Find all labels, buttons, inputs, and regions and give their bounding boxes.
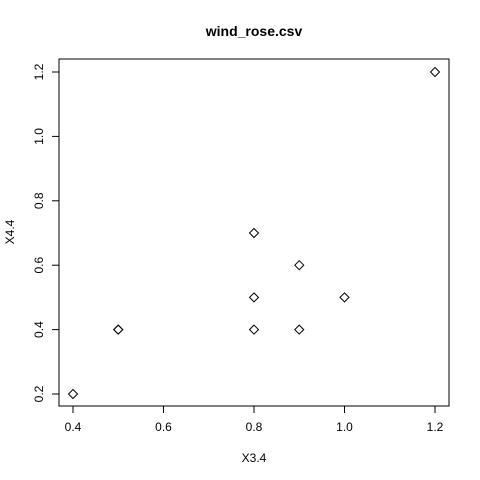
x-tick-label: 0.8 xyxy=(246,420,263,434)
y-tick-label: 0.4 xyxy=(32,321,46,338)
data-point xyxy=(67,388,79,400)
y-tick-label: 0.6 xyxy=(32,257,46,274)
data-point xyxy=(113,324,124,335)
chart-title: wind_rose.csv xyxy=(205,23,303,39)
data-point xyxy=(248,227,260,239)
x-tick-label: 0.6 xyxy=(155,420,172,434)
y-axis-label: X4.4 xyxy=(3,219,17,244)
plot-frame xyxy=(58,58,450,407)
x-tick-label: 0.4 xyxy=(65,420,82,434)
x-tick-label: 1.0 xyxy=(336,420,353,434)
y-tick-label: 1.0 xyxy=(32,128,46,145)
data-point xyxy=(294,259,305,271)
data-point xyxy=(248,292,260,303)
data-point xyxy=(429,66,441,78)
data-point xyxy=(248,324,260,335)
data-point xyxy=(339,292,350,303)
data-point xyxy=(294,324,305,335)
data-point xyxy=(113,324,124,335)
x-axis: 0.4 0.6 0.8 1.0 1.2 xyxy=(65,405,444,434)
y-axis: 0.2 0.4 0.6 0.8 1.0 1.2 xyxy=(32,63,60,402)
y-tick-label: 1.2 xyxy=(32,63,46,80)
y-tick-label: 0.8 xyxy=(32,192,46,209)
x-tick-label: 1.2 xyxy=(427,420,444,434)
x-axis-label: X3.4 xyxy=(242,451,267,465)
data-points xyxy=(67,66,441,400)
y-tick-label: 0.2 xyxy=(32,385,46,402)
